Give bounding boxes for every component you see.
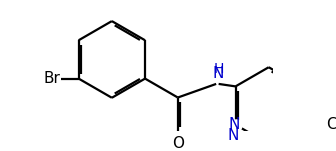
Text: H: H <box>213 62 224 76</box>
Text: N: N <box>213 66 224 81</box>
Text: N: N <box>227 128 239 143</box>
Text: N: N <box>228 117 240 132</box>
Text: Cl: Cl <box>326 117 336 132</box>
Text: Br: Br <box>44 71 61 86</box>
Text: O: O <box>172 136 184 151</box>
